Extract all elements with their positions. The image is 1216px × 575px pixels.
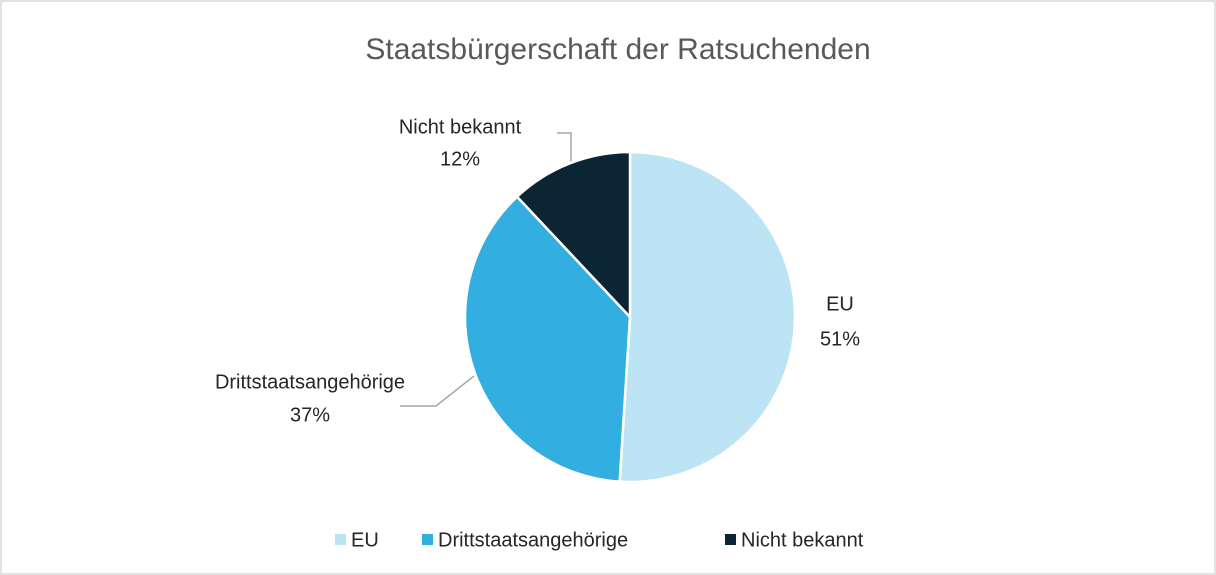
- pie-slice: [463, 194, 632, 484]
- data-label-category: EU: [826, 293, 854, 315]
- pie-slice: [618, 150, 797, 484]
- legend-swatch: [335, 534, 346, 545]
- legend-label: Nicht bekannt: [741, 529, 864, 551]
- leader-line: [557, 132, 572, 163]
- pie-slice: [515, 150, 632, 321]
- data-label-value: 12%: [440, 148, 480, 170]
- legend-swatch: [725, 534, 736, 545]
- data-label-value: 37%: [290, 404, 330, 426]
- chart-title: Staatsbürgerschaft der Ratsuchenden: [365, 33, 870, 66]
- legend-label: EU: [351, 529, 379, 551]
- data-label-value: 51%: [820, 328, 860, 350]
- legend-label: Drittstaatsangehörige: [438, 529, 628, 551]
- data-label-category: Nicht bekannt: [399, 116, 522, 138]
- legend-swatch: [422, 534, 433, 545]
- data-label-category: Drittstaatsangehörige: [215, 371, 405, 393]
- leader-line: [400, 375, 475, 407]
